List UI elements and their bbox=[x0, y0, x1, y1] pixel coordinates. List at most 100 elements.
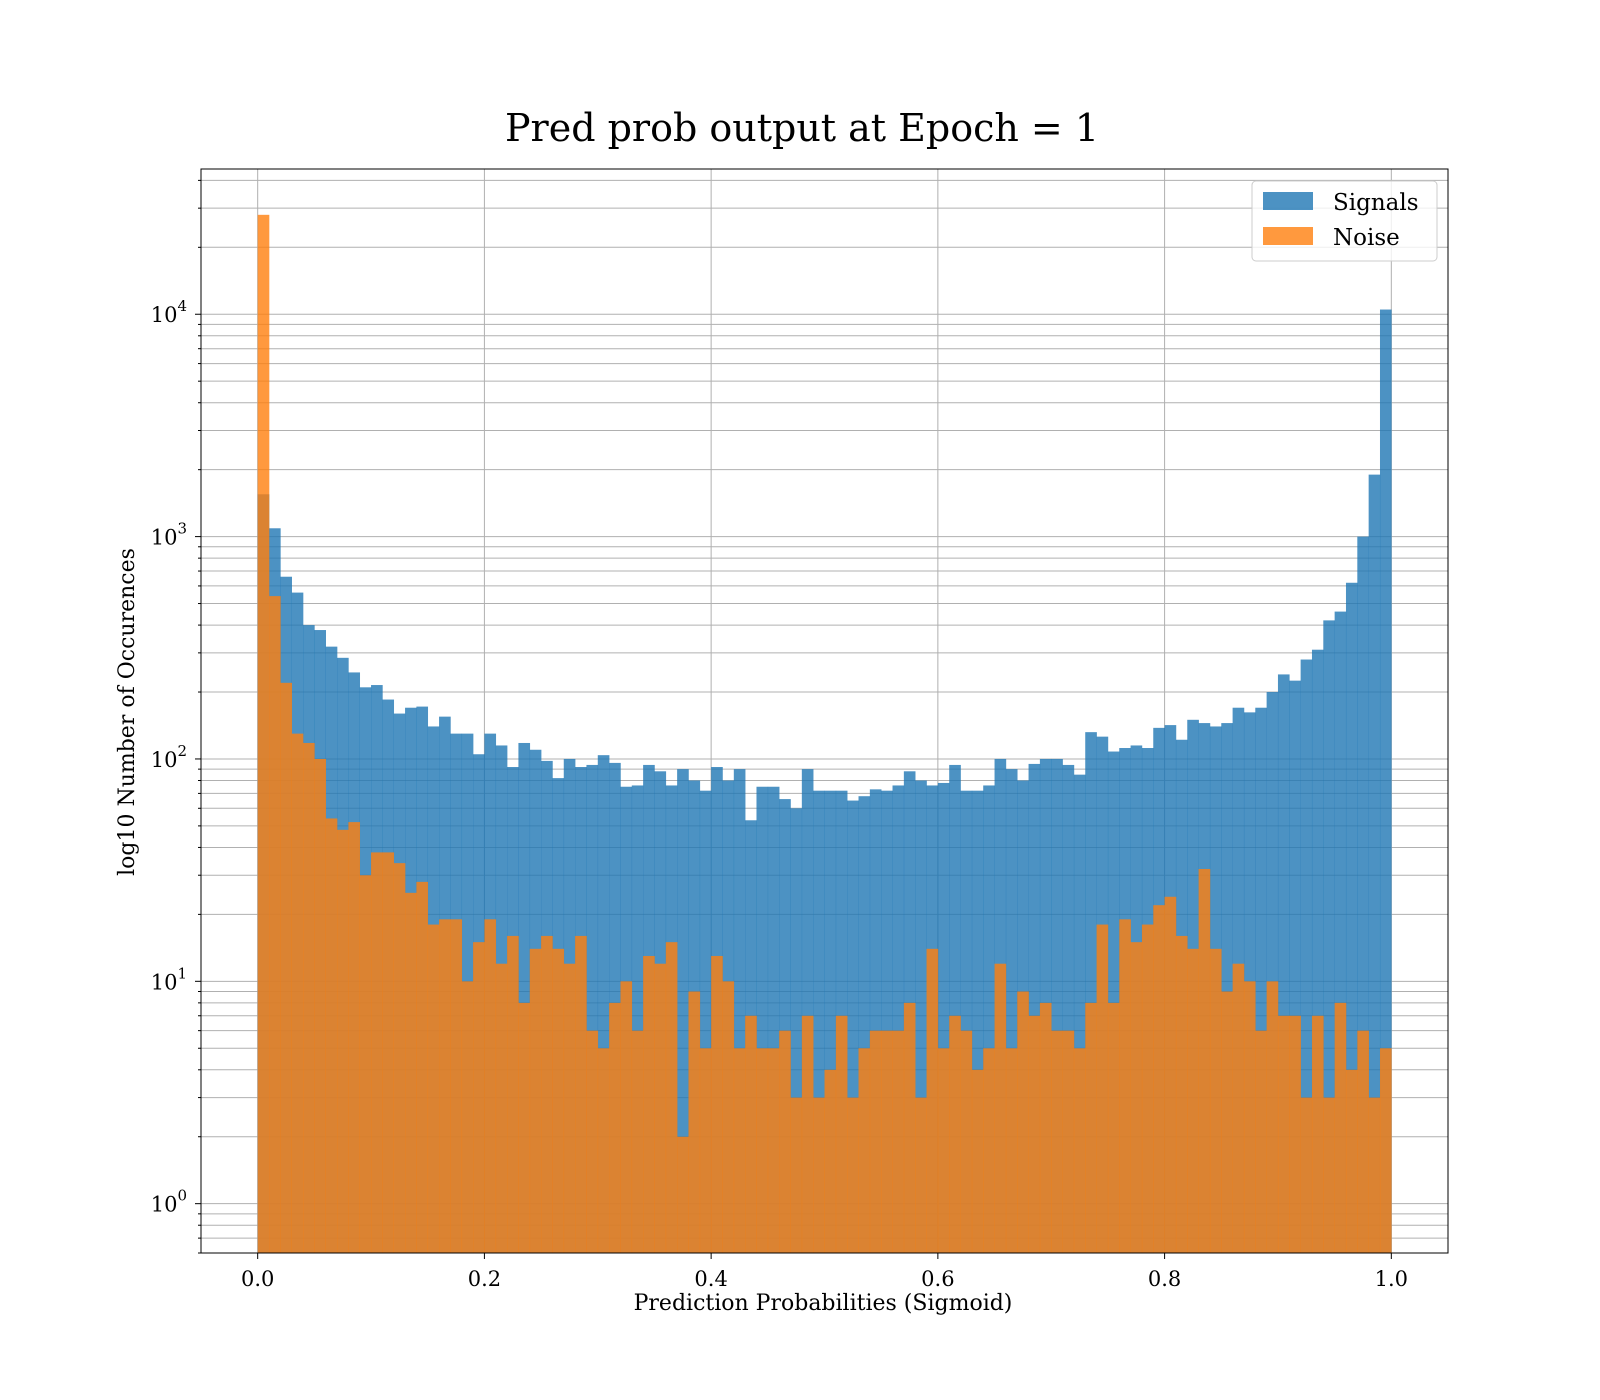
noise-bar bbox=[779, 1030, 791, 1253]
noise-bar bbox=[869, 1030, 882, 1253]
noise-bar bbox=[767, 1048, 780, 1253]
signals-bar bbox=[1221, 723, 1233, 1253]
plot-frame bbox=[200, 168, 1449, 1254]
x-tick-label: 0.8 bbox=[1148, 1267, 1181, 1291]
noise-bar bbox=[858, 1048, 871, 1253]
y-tick-label: 104 bbox=[151, 297, 187, 327]
noise-bar bbox=[1107, 1002, 1120, 1253]
noise-bar bbox=[1368, 1097, 1381, 1253]
noise-bar bbox=[733, 1048, 746, 1253]
signals-bar bbox=[960, 790, 973, 1253]
x-tick-label: 0.6 bbox=[921, 1267, 954, 1291]
noise-bar bbox=[631, 1030, 644, 1253]
y-axis-ticks: 100 101 102 103 104 bbox=[151, 179, 201, 1254]
noise-bar bbox=[915, 1097, 927, 1253]
noise-bar bbox=[280, 682, 292, 1253]
signals-bar bbox=[847, 800, 859, 1253]
noise-bar bbox=[1164, 896, 1177, 1253]
noise-bar bbox=[824, 1069, 837, 1253]
signals-bar bbox=[518, 742, 531, 1253]
noise-bar bbox=[473, 942, 485, 1253]
signals-bar bbox=[1028, 763, 1041, 1253]
noise-bar bbox=[586, 1030, 599, 1253]
noise-bar bbox=[1198, 868, 1211, 1253]
signals-bar bbox=[677, 769, 689, 1253]
signals-bar bbox=[1311, 649, 1324, 1253]
noise-bar bbox=[337, 829, 349, 1253]
noise-bar bbox=[1096, 924, 1109, 1253]
noise-bar bbox=[427, 924, 440, 1253]
x-axis-label: Prediction Probabilities (Sigmoid) bbox=[634, 1291, 1013, 1316]
noise-bar bbox=[405, 892, 417, 1253]
noise-bar bbox=[1073, 1048, 1086, 1253]
noise-bar bbox=[597, 1048, 610, 1253]
signals-bar bbox=[1357, 536, 1369, 1253]
noise-bar bbox=[1379, 1048, 1392, 1253]
signals-bar bbox=[892, 785, 905, 1253]
legend-label-signals: Signals bbox=[1333, 190, 1419, 216]
noise-bar bbox=[926, 948, 939, 1253]
legend-swatch-signals bbox=[1263, 192, 1313, 210]
noise-bar bbox=[1085, 1002, 1097, 1253]
signals-bar bbox=[869, 789, 882, 1253]
noise-bar bbox=[1266, 981, 1279, 1253]
noise-bar bbox=[847, 1097, 859, 1253]
y-axis-label: log10 Number of Occurences bbox=[115, 548, 140, 876]
noise-bar bbox=[1028, 1015, 1041, 1253]
noise-bar bbox=[450, 919, 463, 1253]
signals-bar bbox=[790, 808, 803, 1253]
noise-bar bbox=[1209, 948, 1222, 1253]
signals-bar bbox=[1051, 758, 1063, 1253]
noise-bar bbox=[643, 955, 655, 1253]
noise-bar bbox=[1289, 1015, 1301, 1253]
noise-bar bbox=[1017, 991, 1029, 1253]
noise-bar bbox=[1277, 1015, 1290, 1253]
legend-swatch-noise bbox=[1263, 227, 1313, 245]
signals-bar bbox=[779, 799, 791, 1253]
y-tick-label: 100 bbox=[151, 1187, 187, 1217]
signals-bar bbox=[1277, 674, 1290, 1253]
noise-bar bbox=[790, 1097, 803, 1253]
noise-bar bbox=[1243, 981, 1256, 1253]
noise-bar bbox=[654, 963, 667, 1253]
noise-bar bbox=[371, 852, 383, 1253]
noise-bar bbox=[835, 1015, 848, 1253]
y-tick-label: 102 bbox=[151, 742, 187, 772]
signals-bar bbox=[756, 786, 769, 1253]
signals-bar bbox=[937, 782, 950, 1253]
x-axis-ticks: 0.0 0.2 0.4 0.6 0.8 1.0 bbox=[241, 1253, 1408, 1291]
noise-bar bbox=[359, 875, 372, 1253]
noise-bar bbox=[529, 948, 542, 1253]
noise-bar bbox=[699, 1048, 712, 1253]
noise-bar bbox=[1255, 1030, 1267, 1253]
signals-bar bbox=[801, 769, 814, 1253]
noise-bar bbox=[575, 935, 587, 1253]
noise-bar bbox=[722, 981, 735, 1253]
noise-bar bbox=[552, 948, 565, 1253]
noise-bar bbox=[1300, 1097, 1313, 1253]
noise-bar bbox=[745, 1015, 757, 1253]
noise-bar bbox=[949, 1015, 961, 1253]
noise-bars bbox=[257, 214, 1392, 1253]
noise-bar bbox=[325, 818, 338, 1253]
x-tick-label: 0.2 bbox=[468, 1267, 501, 1291]
x-tick-label: 0.4 bbox=[694, 1267, 727, 1291]
noise-bar bbox=[971, 1069, 984, 1253]
noise-bar bbox=[393, 863, 406, 1253]
noise-bar bbox=[1141, 924, 1154, 1253]
y-tick-label: 101 bbox=[151, 964, 187, 994]
signals-bar bbox=[1062, 764, 1075, 1253]
signals-bar bbox=[824, 790, 837, 1253]
legend-label-noise: Noise bbox=[1333, 225, 1400, 251]
noise-bar bbox=[291, 733, 304, 1253]
signals-bar bbox=[1107, 751, 1120, 1253]
signals-bar bbox=[1323, 620, 1335, 1253]
signals-bar bbox=[1289, 680, 1301, 1253]
noise-bar bbox=[1187, 948, 1199, 1253]
signals-bar bbox=[1334, 611, 1347, 1253]
noise-bar bbox=[303, 742, 315, 1253]
noise-bar bbox=[994, 963, 1007, 1253]
noise-bar bbox=[665, 942, 678, 1253]
signals-bar bbox=[1368, 474, 1381, 1253]
signals-bar bbox=[631, 785, 644, 1253]
